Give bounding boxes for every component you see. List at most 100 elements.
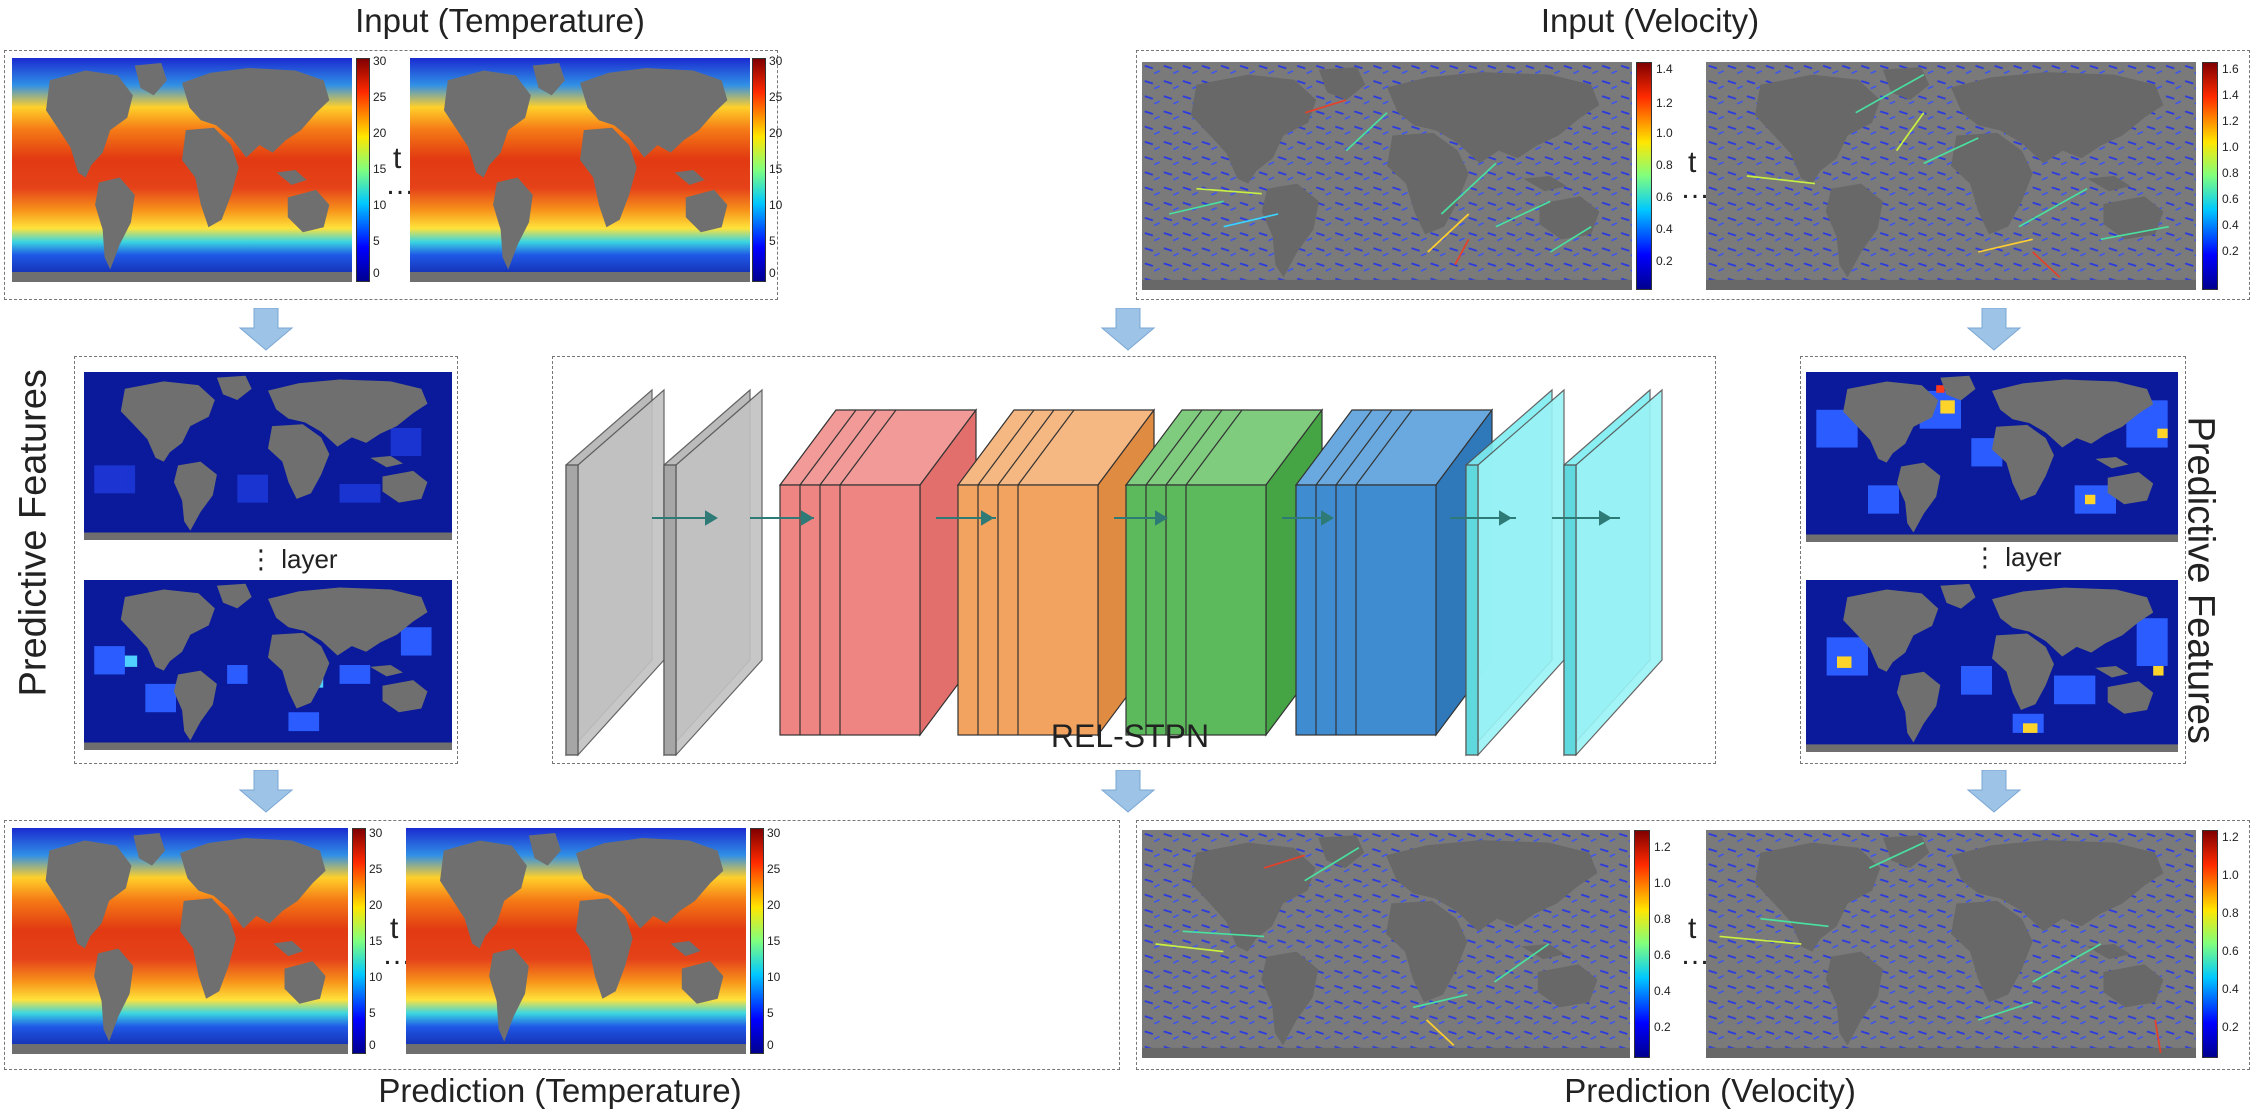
colorbar-tick: 0.8 — [1656, 158, 1673, 172]
colorbar-tick: 1.2 — [2222, 114, 2239, 128]
prediction-temperature-map-2 — [406, 828, 746, 1054]
temperature-colorbar-1 — [356, 58, 370, 282]
colorbar-tick: 20 — [373, 126, 387, 140]
colorbar-tick: 30 — [369, 826, 383, 840]
prediction-temperature-frame — [4, 820, 1120, 1070]
block-orange — [956, 408, 1156, 737]
layer-label: ⋮ layer — [248, 544, 338, 575]
colorbar-tick: 0.6 — [2222, 192, 2239, 206]
prediction-temperature-colorbar-1 — [352, 828, 366, 1054]
colorbar-tick: 0.2 — [2222, 244, 2239, 258]
colorbar-tick: 1.0 — [1656, 126, 1673, 140]
colorbar-tick: 5 — [369, 1006, 376, 1020]
colorbar-tick: 1.4 — [2222, 88, 2239, 102]
input-velocity-map-1 — [1142, 62, 1632, 290]
colorbar-tick: 25 — [369, 862, 383, 876]
network-frame — [552, 356, 1716, 764]
colorbar-tick: 1.2 — [1654, 840, 1671, 854]
block-green — [1124, 408, 1324, 737]
velocity-colorbar-2 — [2202, 62, 2218, 290]
colorbar-tick: 1.6 — [2222, 62, 2239, 76]
colorbar-tick: 0.8 — [2222, 906, 2239, 920]
right-feature-map-1 — [1806, 372, 2178, 542]
prediction-velocity-title: Prediction (Velocity) — [1564, 1072, 1856, 1109]
colorbar-tick: 25 — [769, 90, 783, 104]
prediction-temperature-colorbar-2 — [750, 828, 764, 1054]
colorbar-tick: 20 — [769, 126, 783, 140]
down-arrow-icon — [1966, 308, 2022, 351]
right-features-title: Predictive Features — [2179, 416, 2222, 744]
layer-text: layer — [281, 544, 338, 574]
t-label: t — [390, 912, 399, 945]
colorbar-tick: 0 — [369, 1038, 376, 1052]
colorbar-tick: 15 — [373, 162, 387, 176]
layer-text: layer — [2005, 542, 2062, 572]
input-temperature-title: Input (Temperature) — [355, 2, 645, 39]
colorbar-tick: 20 — [369, 898, 383, 912]
t-label: t — [393, 142, 402, 175]
vdots: ⋮ — [1972, 542, 1998, 572]
colorbar-tick: 0.4 — [2222, 982, 2239, 996]
down-arrow-icon — [1966, 770, 2022, 813]
down-arrow-icon — [1100, 308, 1156, 351]
temperature-colorbar-2-ticks: 30 25 20 15 10 5 0 — [769, 52, 799, 282]
down-arrow-icon — [238, 770, 294, 813]
colorbar-tick: 0.6 — [1654, 948, 1671, 962]
colorbar-tick: 0.6 — [1656, 190, 1673, 204]
colorbar-tick: 15 — [767, 934, 781, 948]
colorbar-tick: 0.4 — [1656, 222, 1673, 236]
prediction-velocity-colorbar-2 — [2202, 830, 2218, 1058]
left-features-frame — [74, 356, 458, 764]
colorbar-tick: 0.2 — [1656, 254, 1673, 268]
down-arrow-icon — [238, 308, 294, 351]
block-red — [778, 408, 978, 737]
left-feature-map-2 — [84, 580, 452, 750]
prediction-temperature-colorbar-2-ticks: 30 25 20 15 10 5 0 — [767, 824, 797, 1054]
colorbar-tick: 5 — [373, 234, 380, 248]
block-cyan-1 — [1465, 388, 1565, 757]
colorbar-tick: 20 — [767, 898, 781, 912]
prediction-velocity-colorbar-1-ticks: 1.2 1.0 0.8 0.6 0.4 0.2 — [1654, 826, 1684, 1058]
colorbar-tick: 0.6 — [2222, 944, 2239, 958]
input-block-2 — [663, 388, 763, 757]
input-block-1 — [565, 388, 665, 757]
colorbar-tick: 0.4 — [2222, 218, 2239, 232]
vdots: ⋮ — [248, 544, 274, 574]
ellipsis: … — [1680, 172, 1710, 205]
input-temperature-frame — [4, 50, 778, 300]
ellipsis: … — [1680, 938, 1710, 971]
colorbar-tick: 10 — [369, 970, 383, 984]
prediction-temperature-map-1 — [12, 828, 348, 1054]
right-features-frame — [1800, 356, 2186, 764]
colorbar-tick: 25 — [373, 90, 387, 104]
velocity-colorbar-2-ticks: 1.6 1.4 1.2 1.0 0.8 0.6 0.4 0.2 — [2222, 58, 2252, 290]
prediction-temperature-colorbar-1-ticks: 30 25 20 15 10 5 0 — [369, 824, 399, 1054]
prediction-velocity-map-1 — [1142, 830, 1630, 1058]
colorbar-tick: 15 — [769, 162, 783, 176]
colorbar-tick: 1.0 — [2222, 140, 2239, 154]
network-diagram — [556, 360, 1712, 760]
prediction-velocity-colorbar-1 — [1634, 830, 1650, 1058]
input-velocity-frame — [1136, 50, 2250, 300]
velocity-colorbar-1 — [1636, 62, 1652, 290]
network-title: REL-STPN — [1050, 718, 1210, 754]
prediction-temperature-title: Prediction (Temperature) — [378, 1072, 742, 1109]
colorbar-tick: 30 — [767, 826, 781, 840]
input-velocity-map-2 — [1706, 62, 2196, 290]
down-arrow-icon — [1100, 770, 1156, 813]
colorbar-tick: 5 — [769, 234, 776, 248]
colorbar-tick: 1.0 — [1654, 876, 1671, 890]
colorbar-tick: 0 — [769, 266, 776, 280]
colorbar-tick: 30 — [769, 54, 783, 68]
left-feature-map-1 — [84, 372, 452, 540]
colorbar-tick: 10 — [767, 970, 781, 984]
input-velocity-title: Input (Velocity) — [1540, 2, 1760, 39]
colorbar-tick: 10 — [769, 198, 783, 212]
layer-label: ⋮ layer — [1972, 542, 2062, 573]
velocity-colorbar-1-ticks: 1.4 1.2 1.0 0.8 0.6 0.4 0.2 — [1656, 58, 1686, 290]
temperature-colorbar-2 — [752, 58, 766, 282]
colorbar-tick: 0.2 — [1654, 1020, 1671, 1034]
prediction-velocity-map-2 — [1706, 830, 2196, 1058]
colorbar-tick: 10 — [373, 198, 387, 212]
colorbar-tick: 1.2 — [2222, 830, 2239, 844]
